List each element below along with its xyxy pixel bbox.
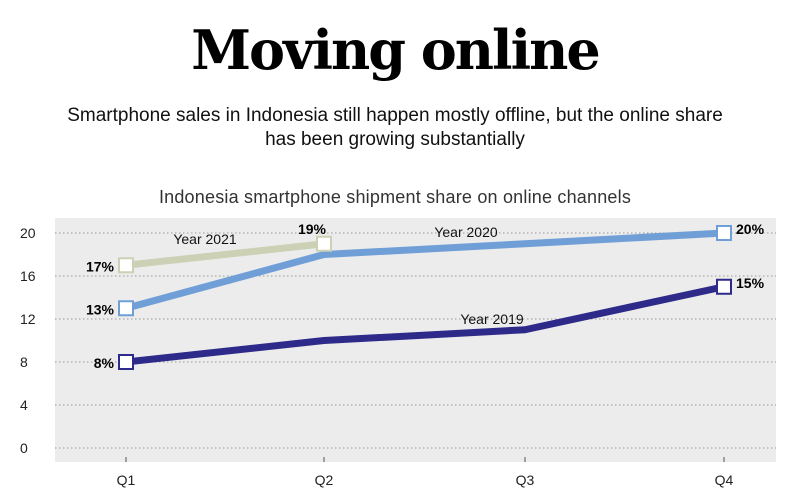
data-label: 20%: [736, 221, 765, 237]
series-name-label: Year 2021: [173, 231, 237, 247]
y-tick-label: 4: [20, 397, 28, 413]
y-tick-label: 20: [20, 225, 36, 241]
page-title: Moving online: [191, 18, 600, 82]
data-label: 15%: [736, 275, 765, 291]
series-name-label: Year 2020: [434, 224, 498, 240]
y-tick-label: 0: [20, 440, 28, 456]
data-label: 19%: [298, 221, 327, 237]
series-name-label: Year 2019: [460, 311, 524, 327]
data-marker: [716, 278, 732, 295]
page-subtitle: Smartphone sales in Indonesia still happ…: [67, 105, 723, 150]
y-tick-label: 8: [20, 354, 28, 370]
data-label: 17%: [86, 258, 115, 274]
data-label: 8%: [94, 355, 115, 371]
plot-area: [55, 218, 776, 462]
data-marker: [118, 257, 134, 274]
data-label: 13%: [86, 301, 115, 317]
data-marker: [316, 235, 332, 252]
chart-title: Indonesia smartphone shipment share on o…: [158, 187, 632, 207]
y-tick-label: 12: [20, 311, 36, 327]
y-tick-label: 16: [20, 268, 36, 284]
data-marker: [716, 225, 732, 241]
x-tick-label: Q3: [516, 472, 535, 488]
x-tick-label: Q4: [715, 472, 734, 488]
series-line-year-2019: [125, 283, 725, 366]
series-line-year-2021: [125, 240, 325, 269]
x-tick-label: Q2: [315, 472, 334, 488]
series-line-year-2020: [125, 229, 725, 312]
data-marker: [118, 354, 134, 370]
data-marker: [118, 300, 134, 317]
x-tick-label: Q1: [117, 472, 136, 488]
